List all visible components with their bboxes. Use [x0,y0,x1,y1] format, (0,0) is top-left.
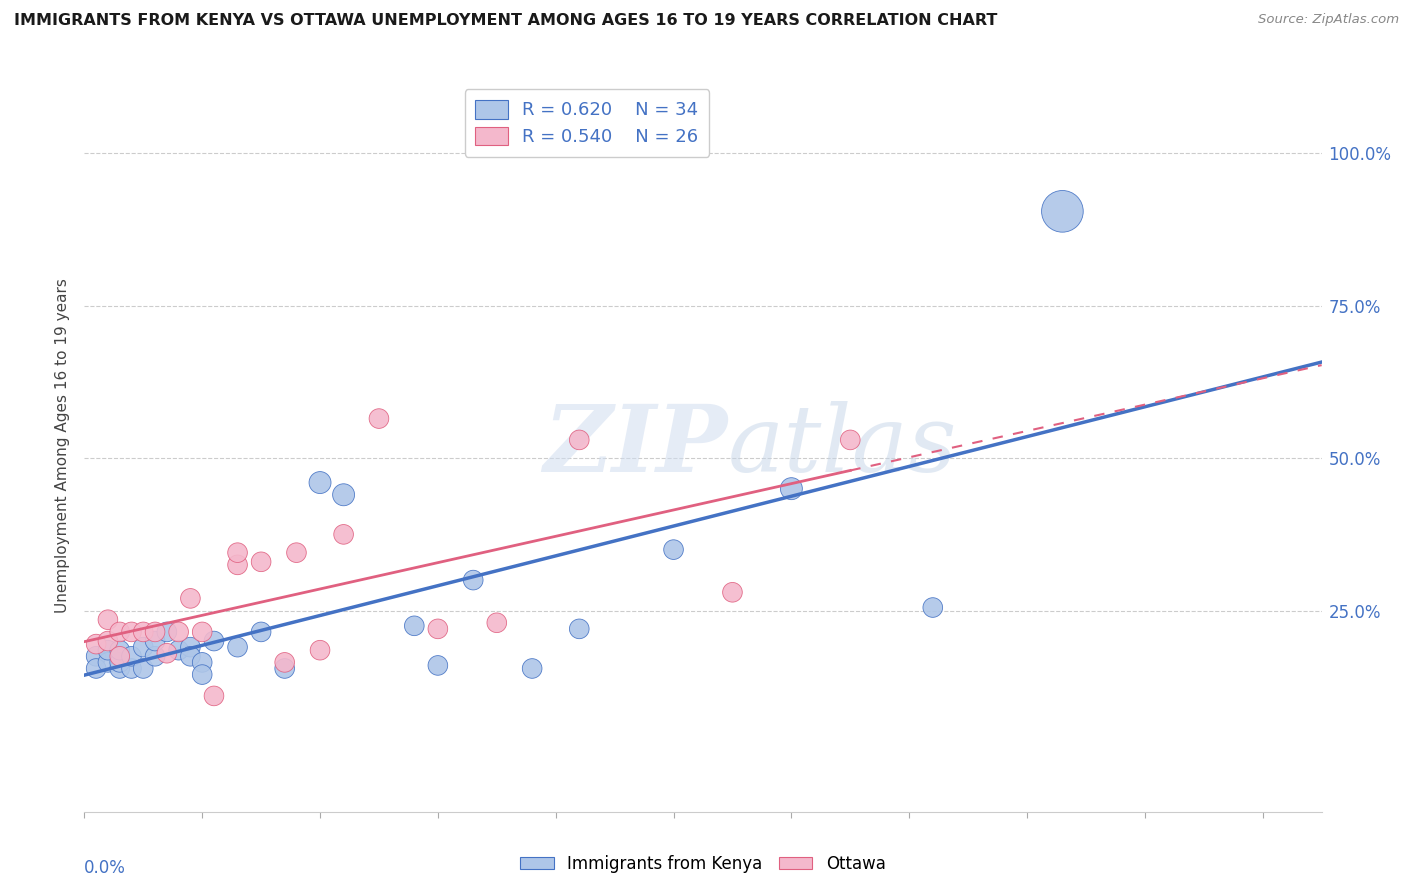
Point [202,689,225,703]
Point [520,661,543,675]
Text: Source: ZipAtlas.com: Source: ZipAtlas.com [1258,13,1399,27]
Point [662,542,685,557]
Point [721,585,744,599]
Point [84,661,107,675]
Point [97,643,120,657]
Point [143,634,166,648]
Point [404,619,426,633]
Point [108,643,131,657]
Point [332,527,354,541]
Point [250,624,273,639]
Text: ZIP: ZIP [544,401,728,491]
Text: IMMIGRANTS FROM KENYA VS OTTAWA UNEMPLOYMENT AMONG AGES 16 TO 19 YEARS CORRELATI: IMMIGRANTS FROM KENYA VS OTTAWA UNEMPLOY… [14,13,997,29]
Point [156,646,179,660]
Point [921,600,943,615]
Point [226,546,249,560]
Point [191,656,214,670]
Point [273,656,295,670]
Point [568,433,591,447]
Point [97,634,120,648]
Point [132,661,155,675]
Point [84,649,107,664]
Point [143,624,166,639]
Point [84,637,107,651]
Point [108,656,131,670]
Point [121,661,143,675]
Point [97,613,120,627]
Legend: Immigrants from Kenya, Ottawa: Immigrants from Kenya, Ottawa [513,848,893,880]
Point [309,643,332,657]
Point [332,488,354,502]
Point [1052,204,1074,219]
Point [179,591,201,606]
Point [167,624,190,639]
Point [179,649,201,664]
Point [285,546,308,560]
Point [839,433,862,447]
Y-axis label: Unemployment Among Ages 16 to 19 years: Unemployment Among Ages 16 to 19 years [55,278,70,614]
Point [108,661,131,675]
Point [132,624,155,639]
Point [108,624,131,639]
Point [780,482,803,496]
Point [179,640,201,655]
Point [226,558,249,572]
Point [143,649,166,664]
Point [97,656,120,670]
Point [485,615,508,630]
Text: atlas: atlas [728,401,957,491]
Point [273,661,295,675]
Point [368,411,391,425]
Point [167,643,190,657]
Point [250,555,273,569]
Point [121,649,143,664]
Point [108,649,131,664]
Point [191,624,214,639]
Legend: R = 0.620    N = 34, R = 0.540    N = 26: R = 0.620 N = 34, R = 0.540 N = 26 [464,89,709,157]
Point [426,622,449,636]
Point [568,622,591,636]
Point [202,634,225,648]
Point [426,658,449,673]
Point [156,624,179,639]
Point [226,640,249,655]
Point [463,573,485,587]
Point [191,667,214,681]
Text: 0.0%: 0.0% [84,859,127,877]
Point [309,475,332,490]
Point [132,640,155,655]
Point [121,624,143,639]
